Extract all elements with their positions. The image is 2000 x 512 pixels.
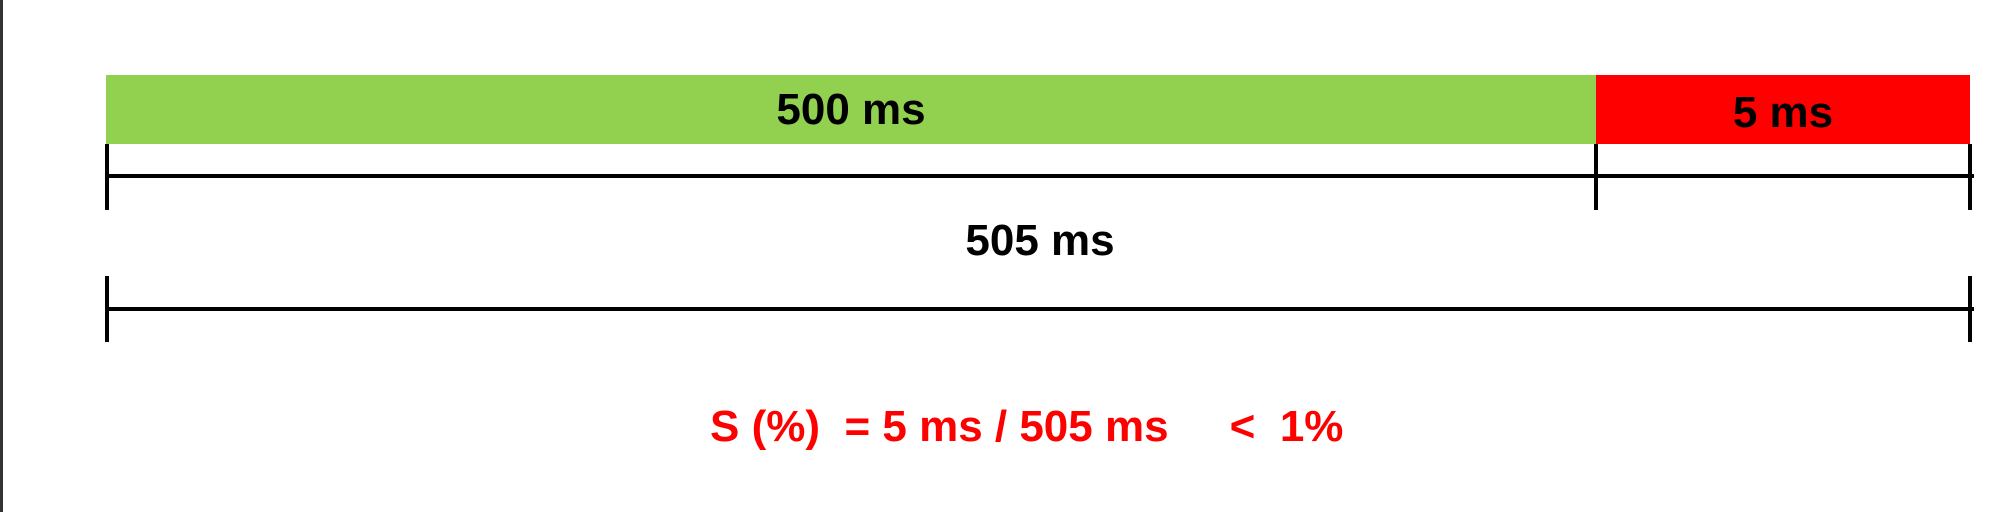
segment-dimension-tick-middle xyxy=(1594,144,1598,210)
segment-bar-500ms: 500 ms xyxy=(106,75,1596,144)
segment-label-500ms: 500 ms xyxy=(776,84,926,134)
share-formula: S (%) = 5 ms / 505 ms < 1% xyxy=(710,402,1344,451)
total-dimension-line xyxy=(106,307,1974,311)
segment-dimension-tick-left xyxy=(105,144,109,210)
segment-dimension-tick-right xyxy=(1968,144,1972,210)
total-dimension-tick-left xyxy=(105,276,109,342)
total-dimension-tick-right xyxy=(1968,276,1972,342)
segment-label-5ms: 5 ms xyxy=(1732,87,1834,137)
segment-bar-5ms: 5 ms xyxy=(1596,75,1970,144)
total-duration-label: 505 ms xyxy=(965,216,1115,265)
left-frame-border xyxy=(0,0,3,512)
segment-dimension-line xyxy=(106,174,1974,178)
